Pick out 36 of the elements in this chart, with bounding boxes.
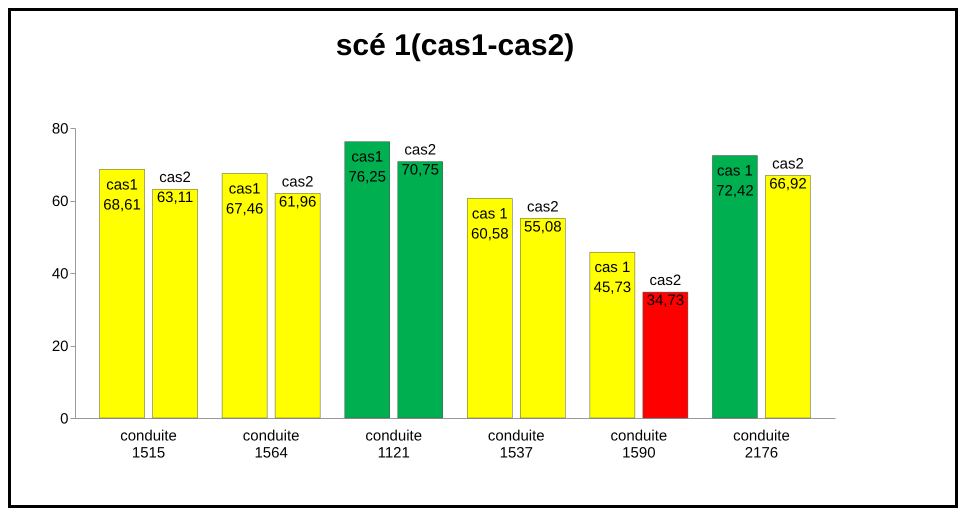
bar	[152, 188, 198, 418]
bar	[397, 161, 443, 418]
y-tick-label: 80	[52, 120, 68, 138]
data-label: cas 1 60,58	[471, 205, 509, 242]
x-tick-label: conduite 1121	[365, 428, 422, 462]
bar	[520, 218, 566, 418]
data-label: cas2 63,11	[156, 169, 194, 206]
y-tick-label: 40	[52, 266, 68, 282]
data-label: cas 1 72,42	[716, 162, 754, 200]
bar	[222, 173, 268, 418]
chart-title: scé 1(cas1-cas2)	[336, 29, 574, 62]
bar	[590, 252, 636, 418]
x-tick-label: conduite 2176	[733, 428, 790, 462]
x-tick-label: conduite 1590	[610, 428, 668, 462]
y-tick-label: 60	[52, 193, 68, 210]
bar	[765, 175, 811, 418]
bar	[467, 198, 513, 418]
data-label: cas2 34,73	[646, 272, 684, 310]
x-tick-label: conduite 1515	[120, 428, 177, 462]
data-label: cas2 55,08	[524, 198, 562, 236]
y-tick-label: 0	[60, 410, 68, 428]
bar	[99, 169, 145, 418]
data-label: cas1 67,46	[226, 180, 264, 218]
data-label: cas1 76,25	[348, 148, 386, 186]
data-label: cas2 61,96	[278, 173, 316, 210]
data-label: cas 1 45,73	[594, 259, 632, 296]
data-label: cas2 70,75	[401, 142, 439, 179]
x-tick-label: conduite 1564	[242, 428, 300, 462]
bar	[344, 141, 390, 418]
bar	[274, 193, 320, 418]
bar	[642, 292, 688, 418]
data-label: cas2 66,92	[769, 155, 807, 192]
bar	[712, 155, 758, 418]
y-tick-label: 20	[52, 338, 68, 355]
x-tick-label: conduite 1537	[488, 428, 545, 462]
data-label: cas1 68,61	[103, 176, 141, 214]
